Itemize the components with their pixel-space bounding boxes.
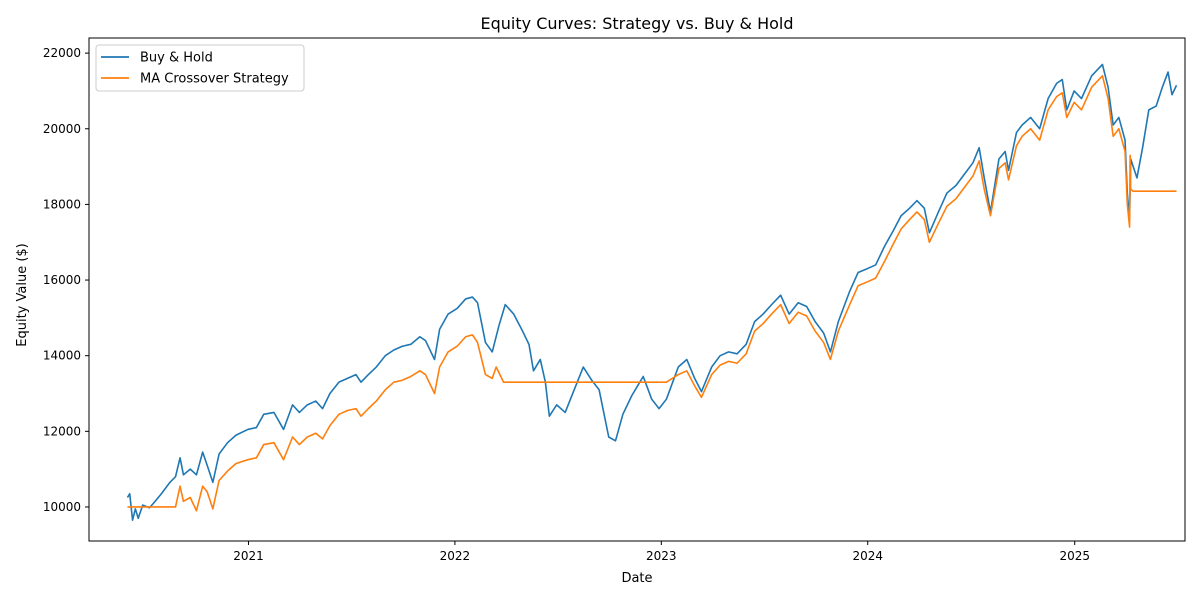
y-axis-label: Equity Value ($)	[15, 243, 30, 347]
x-axis: 2021 2022 2023 2024 2025	[233, 541, 1090, 563]
y-tick-label: 16000	[43, 273, 81, 287]
y-tick-label: 14000	[43, 349, 81, 363]
x-tick-label: 2024	[852, 549, 883, 563]
plot-frame	[88, 37, 1186, 542]
x-axis-label: Date	[621, 571, 652, 586]
legend-box	[95, 44, 305, 92]
legend-label: Buy & Hold	[140, 51, 213, 66]
plot-lines	[126, 63, 1178, 521]
x-tick-label: 2022	[440, 549, 471, 563]
series-line-ma-crossover	[127, 75, 1177, 512]
y-tick-label: 22000	[43, 46, 81, 60]
y-tick-label: 18000	[43, 197, 81, 211]
x-tick-label: 2021	[233, 549, 264, 563]
y-tick-label: 20000	[43, 122, 81, 136]
y-tick-label: 12000	[43, 424, 81, 438]
y-axis: 10000 12000 14000 16000 18000 20000 22000	[43, 46, 89, 514]
legend: Buy & Hold MA Crossover Strategy	[95, 44, 305, 92]
x-tick-label: 2025	[1059, 549, 1090, 563]
series-line-buy-and-hold	[126, 63, 1178, 521]
y-tick-label: 10000	[43, 500, 81, 514]
legend-label: MA Crossover Strategy	[140, 72, 289, 87]
x-tick-label: 2023	[646, 549, 677, 563]
chart-title: Equity Curves: Strategy vs. Buy & Hold	[481, 14, 794, 33]
